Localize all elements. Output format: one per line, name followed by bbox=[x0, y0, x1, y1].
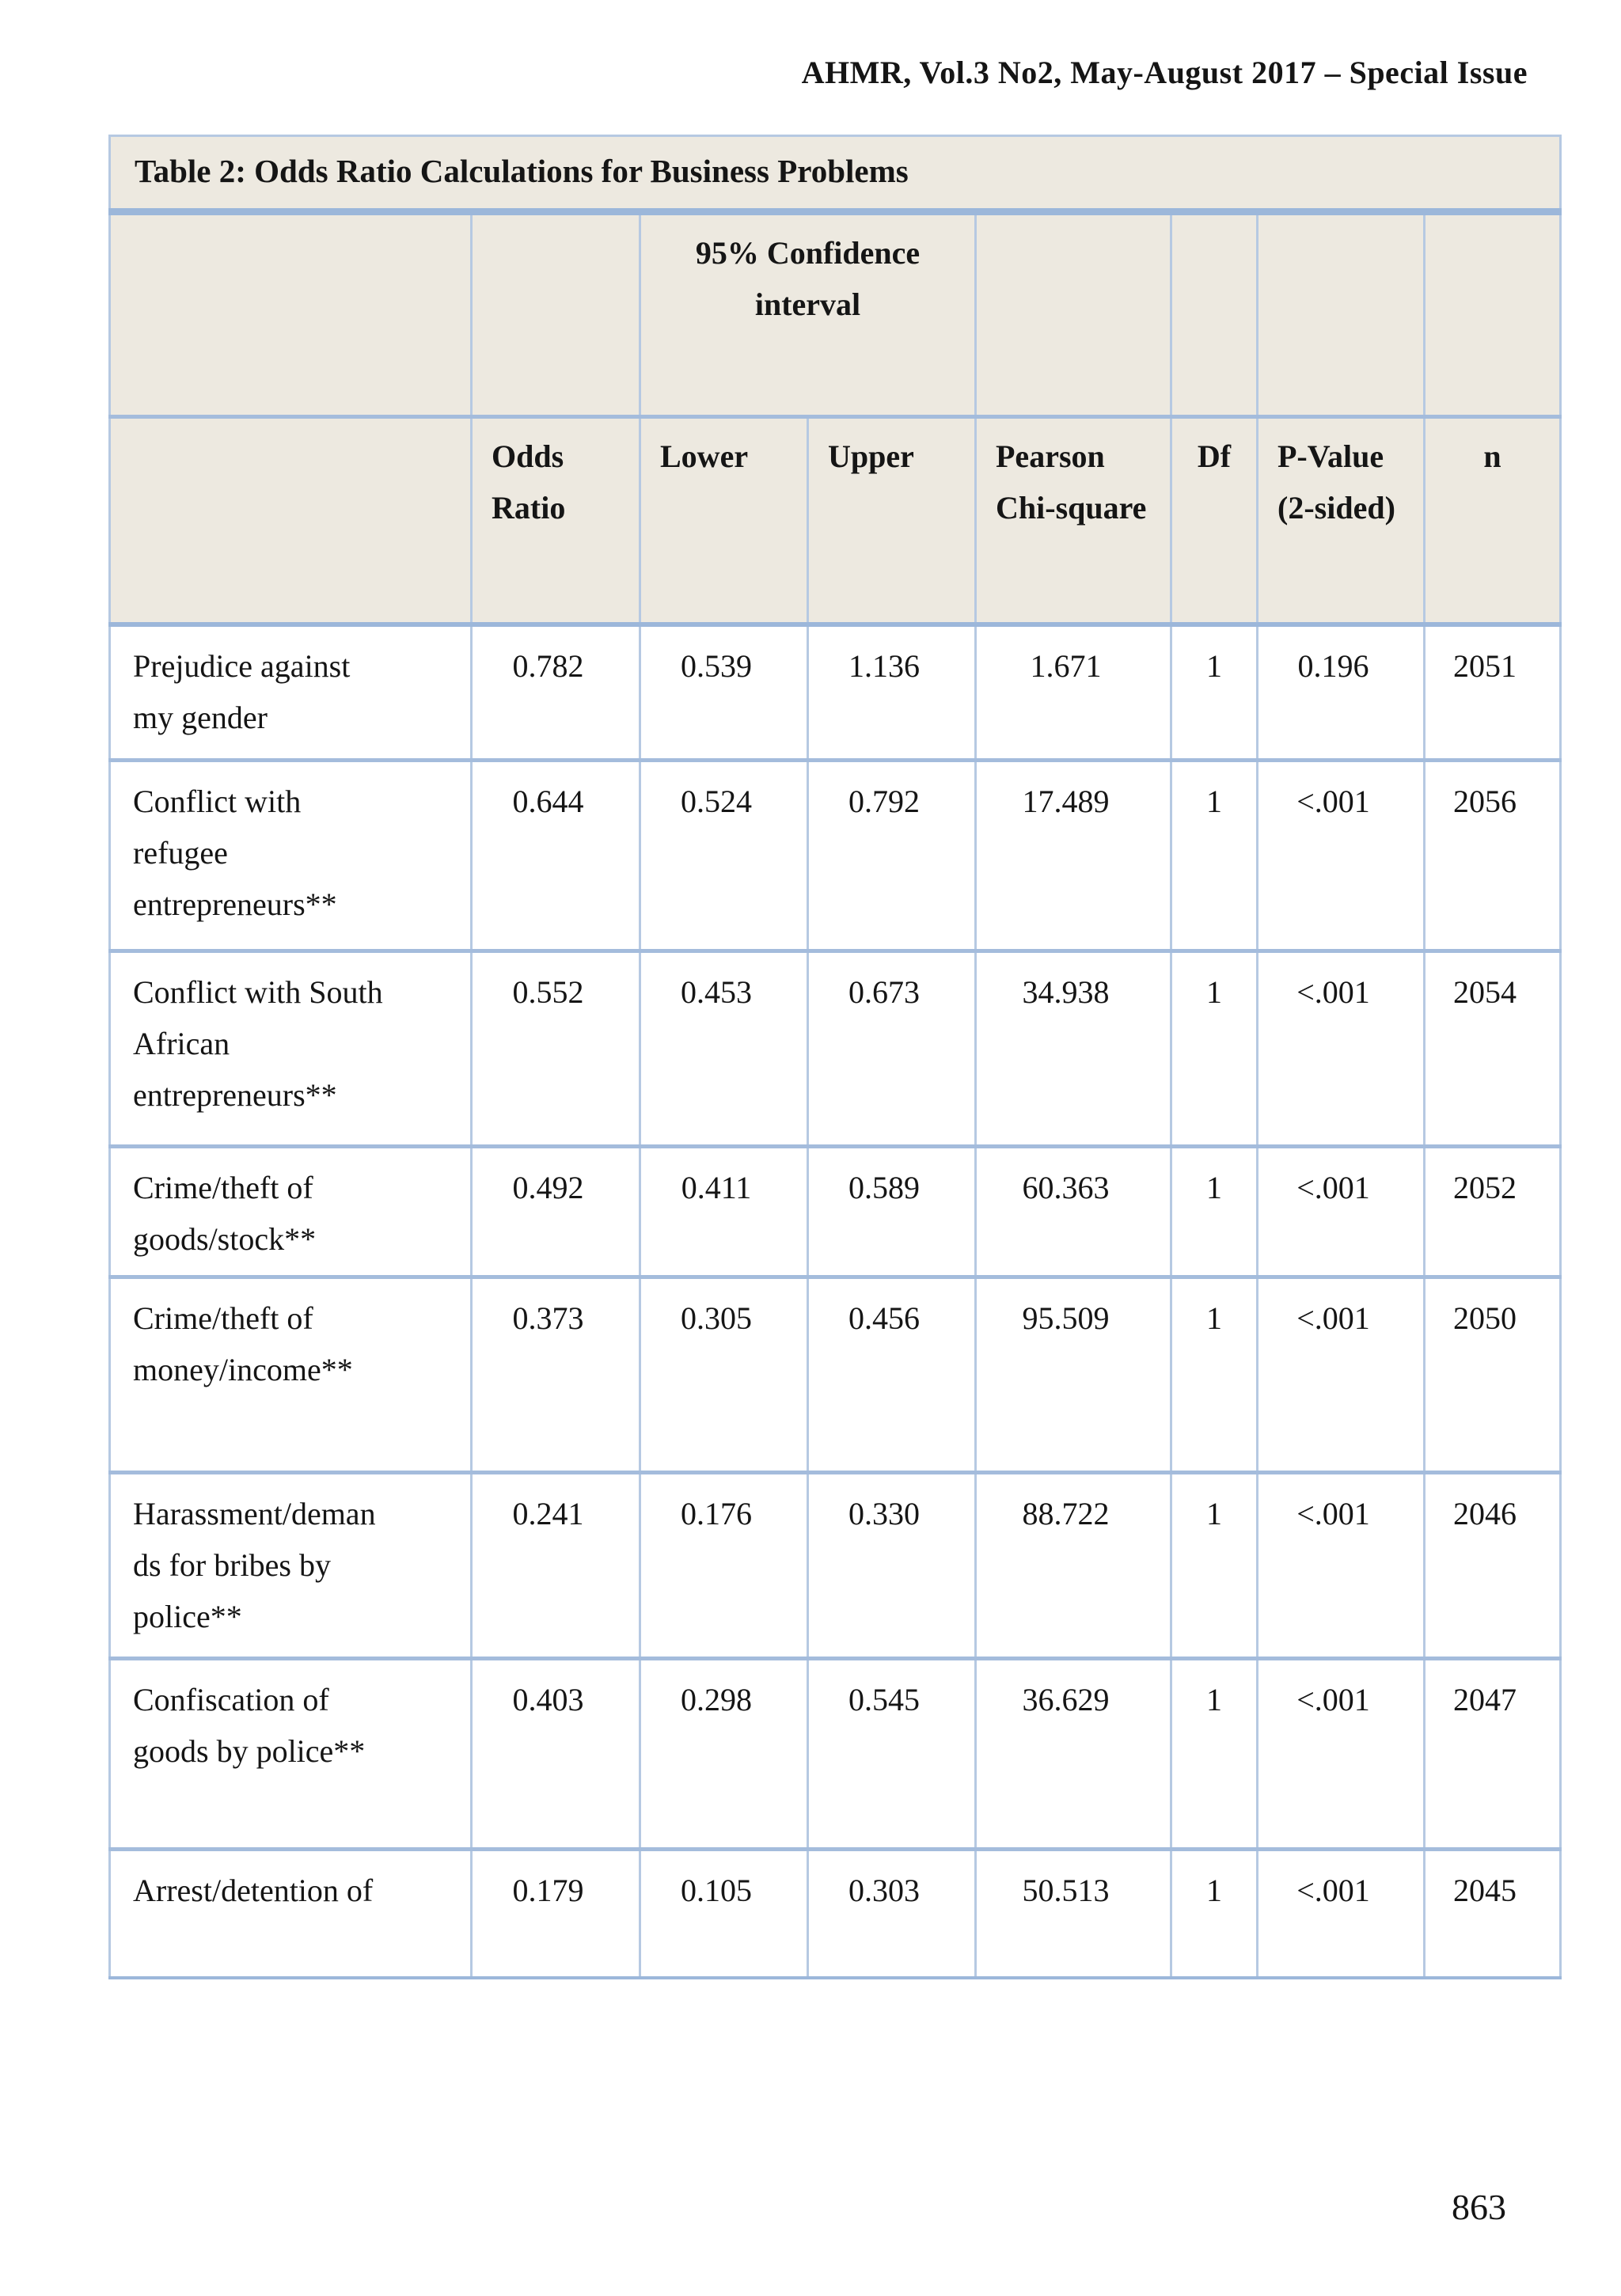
cell-pearson-chi-square: 34.938 bbox=[974, 951, 1172, 1148]
cell-p-value: <.001 bbox=[1256, 1277, 1425, 1474]
row-label: Crime/theft of money/income** bbox=[108, 1277, 473, 1474]
cell-df: 1 bbox=[1170, 1146, 1258, 1279]
table-row: Harassment/demands for bribes by police*… bbox=[108, 1472, 1562, 1660]
column-header-lower: Lower bbox=[639, 416, 809, 628]
cell-df: 1 bbox=[1170, 760, 1258, 953]
row-label: Confiscation of goods by police** bbox=[108, 1658, 473, 1851]
row-label: Crime/theft of goods/stock** bbox=[108, 1146, 473, 1279]
cell-pearson-chi-square: 50.513 bbox=[974, 1849, 1172, 1980]
cell-lower: 0.524 bbox=[639, 760, 809, 953]
table-title-row: Table 2: Odds Ratio Calculations for Bus… bbox=[108, 134, 1562, 216]
cell-n: 2046 bbox=[1422, 1472, 1562, 1660]
header-spacer bbox=[1422, 211, 1562, 419]
column-header-df: Df bbox=[1170, 416, 1258, 628]
cell-n: 2050 bbox=[1422, 1277, 1562, 1474]
cell-odds-ratio: 0.644 bbox=[470, 760, 641, 953]
table-row: Crime/theft of money/income** 0.373 0.305 0… bbox=[108, 1277, 1562, 1474]
cell-odds-ratio: 0.552 bbox=[470, 951, 641, 1148]
column-header-pearson-chi-square: Pearson Chi-square bbox=[974, 416, 1172, 628]
cell-lower: 0.453 bbox=[639, 951, 809, 1148]
cell-pearson-chi-square: 36.629 bbox=[974, 1658, 1172, 1851]
table-row: Conflict with refugee entrepreneurs** 0.6… bbox=[108, 760, 1562, 953]
cell-lower: 0.105 bbox=[639, 1849, 809, 1980]
page-number: 863 bbox=[1452, 2187, 1506, 2227]
cell-odds-ratio: 0.241 bbox=[470, 1472, 641, 1660]
cell-n: 2051 bbox=[1422, 624, 1562, 762]
row-label: Arrest/detention of bbox=[108, 1849, 473, 1980]
cell-n: 2047 bbox=[1422, 1658, 1562, 1851]
running-header: AHMR, Vol.3 No2, May-August 2017 – Speci… bbox=[801, 55, 1528, 90]
cell-df: 1 bbox=[1170, 1472, 1258, 1660]
cell-odds-ratio: 0.782 bbox=[470, 624, 641, 762]
cell-lower: 0.298 bbox=[639, 1658, 809, 1851]
row-label: Prejudice against my gender bbox=[108, 624, 473, 762]
cell-p-value: <.001 bbox=[1256, 951, 1425, 1148]
cell-upper: 0.589 bbox=[807, 1146, 977, 1279]
cell-p-value: <.001 bbox=[1256, 760, 1425, 953]
table-row: Conflict with South African entrepreneur… bbox=[108, 951, 1562, 1148]
column-header-upper: Upper bbox=[807, 416, 977, 628]
cell-pearson-chi-square: 1.671 bbox=[974, 624, 1172, 762]
cell-p-value: 0.196 bbox=[1256, 624, 1425, 762]
cell-odds-ratio: 0.373 bbox=[470, 1277, 641, 1474]
cell-p-value: <.001 bbox=[1256, 1146, 1425, 1279]
cell-df: 1 bbox=[1170, 1658, 1258, 1851]
column-header-n: n bbox=[1422, 416, 1562, 628]
table-row: Arrest/detention of 0.179 0.105 0.303 50.513… bbox=[108, 1849, 1562, 1980]
odds-ratio-table: Table 2: Odds Ratio Calculations for Bus… bbox=[108, 134, 1562, 1980]
table-row: Crime/theft of goods/stock** 0.492 0.411 0.… bbox=[108, 1146, 1562, 1279]
cell-upper: 0.792 bbox=[807, 760, 977, 953]
cell-n: 2045 bbox=[1422, 1849, 1562, 1980]
cell-pearson-chi-square: 17.489 bbox=[974, 760, 1172, 953]
row-label: Conflict with South African entrepreneur… bbox=[108, 951, 473, 1148]
cell-upper: 0.545 bbox=[807, 1658, 977, 1851]
cell-pearson-chi-square: 60.363 bbox=[974, 1146, 1172, 1279]
column-header-row: Odds Ratio Lower Upper Pearson Chi-squar… bbox=[108, 416, 1562, 628]
ci-header-row: 95% Confidence interval bbox=[108, 211, 1562, 419]
cell-upper: 0.330 bbox=[807, 1472, 977, 1660]
header-spacer bbox=[1256, 211, 1425, 419]
cell-n: 2054 bbox=[1422, 951, 1562, 1148]
cell-lower: 0.305 bbox=[639, 1277, 809, 1474]
cell-lower: 0.539 bbox=[639, 624, 809, 762]
ci-header: 95% Confidence interval bbox=[639, 211, 977, 419]
header-spacer bbox=[974, 211, 1172, 419]
cell-odds-ratio: 0.179 bbox=[470, 1849, 641, 1980]
cell-pearson-chi-square: 88.722 bbox=[974, 1472, 1172, 1660]
cell-upper: 1.136 bbox=[807, 624, 977, 762]
cell-n: 2052 bbox=[1422, 1146, 1562, 1279]
row-label: Harassment/demands for bribes by police*… bbox=[108, 1472, 473, 1660]
cell-n: 2056 bbox=[1422, 760, 1562, 953]
table-row: Prejudice against my gender 0.782 0.539 1.1… bbox=[108, 624, 1562, 762]
cell-df: 1 bbox=[1170, 624, 1258, 762]
header-spacer bbox=[108, 416, 473, 628]
row-label: Conflict with refugee entrepreneurs** bbox=[108, 760, 473, 953]
cell-odds-ratio: 0.403 bbox=[470, 1658, 641, 1851]
table-title: Table 2: Odds Ratio Calculations for Bus… bbox=[108, 134, 1562, 216]
column-header-odds-ratio: Odds Ratio bbox=[470, 416, 641, 628]
cell-upper: 0.673 bbox=[807, 951, 977, 1148]
cell-df: 1 bbox=[1170, 1849, 1258, 1980]
cell-upper: 0.303 bbox=[807, 1849, 977, 1980]
cell-df: 1 bbox=[1170, 1277, 1258, 1474]
cell-p-value: <.001 bbox=[1256, 1658, 1425, 1851]
cell-lower: 0.176 bbox=[639, 1472, 809, 1660]
cell-lower: 0.411 bbox=[639, 1146, 809, 1279]
cell-upper: 0.456 bbox=[807, 1277, 977, 1474]
header-spacer bbox=[108, 211, 473, 419]
header-spacer bbox=[1170, 211, 1258, 419]
cell-pearson-chi-square: 95.509 bbox=[974, 1277, 1172, 1474]
column-header-p-value: P-Value (2-sided) bbox=[1256, 416, 1425, 628]
cell-p-value: <.001 bbox=[1256, 1472, 1425, 1660]
cell-p-value: <.001 bbox=[1256, 1849, 1425, 1980]
cell-df: 1 bbox=[1170, 951, 1258, 1148]
cell-odds-ratio: 0.492 bbox=[470, 1146, 641, 1279]
table-row: Confiscation of goods by police** 0.403 0.… bbox=[108, 1658, 1562, 1851]
header-spacer bbox=[470, 211, 641, 419]
